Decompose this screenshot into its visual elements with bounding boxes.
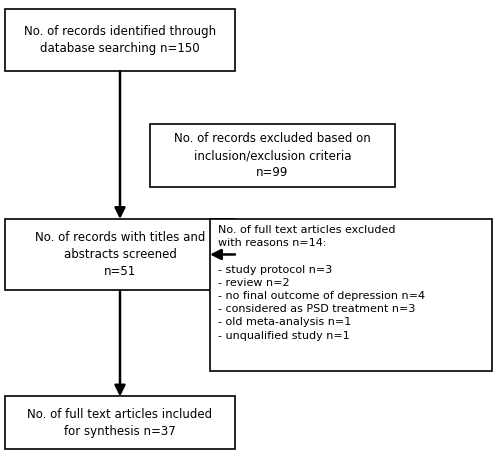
FancyBboxPatch shape xyxy=(5,396,235,449)
FancyBboxPatch shape xyxy=(5,9,235,71)
FancyBboxPatch shape xyxy=(150,124,395,187)
FancyBboxPatch shape xyxy=(210,219,492,371)
Text: No. of records with titles and
abstracts screened
n=51: No. of records with titles and abstracts… xyxy=(35,231,205,278)
Text: No. of records identified through
database searching n=150: No. of records identified through databa… xyxy=(24,25,216,55)
Text: No. of full text articles excluded
with reasons n=14:

- study protocol n=3
- re: No. of full text articles excluded with … xyxy=(218,225,426,341)
Text: No. of full text articles included
for synthesis n=37: No. of full text articles included for s… xyxy=(28,408,212,438)
FancyBboxPatch shape xyxy=(5,219,235,290)
Text: No. of records excluded based on
inclusion/exclusion criteria
n=99: No. of records excluded based on inclusi… xyxy=(174,132,371,179)
